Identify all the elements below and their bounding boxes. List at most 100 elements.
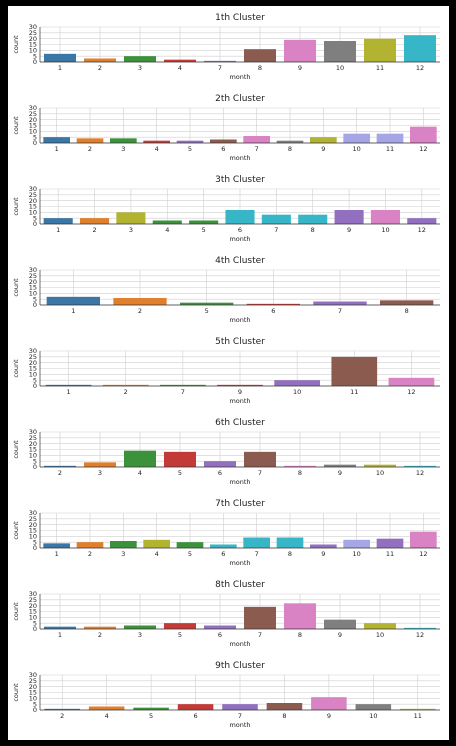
bar-month-10 [370,210,400,224]
y-tick-label: 5 [33,619,37,627]
x-tick-label: 9 [298,64,302,72]
bar-month-4 [164,59,196,62]
y-tick-label: 30 [29,671,37,679]
chart-title: 2th Cluster [215,94,265,104]
bar-month-2 [44,465,76,467]
bar-month-8 [244,49,276,62]
bar-month-7 [313,301,367,305]
x-tick-label: 1 [58,64,62,72]
y-tick-label: 5 [33,700,37,708]
y-tick-label: 10 [29,533,37,541]
x-tick-label: 1 [55,145,59,153]
bar-month-10 [343,133,370,143]
y-tick-label: 0 [33,139,37,147]
x-tick-label: 12 [416,469,424,477]
x-tick-label: 11 [350,388,358,396]
bar-month-10 [364,623,396,629]
y-axis-label: count [12,602,20,621]
y-tick-label: 30 [29,23,37,31]
bar-month-8 [266,703,303,710]
y-tick-label: 30 [29,509,37,517]
bar-month-10 [343,539,370,548]
y-tick-label: 25 [29,434,37,442]
y-tick-label: 0 [33,544,37,552]
x-tick-label: 9 [338,631,342,639]
x-tick-label: 4 [138,469,142,477]
bar-month-11 [376,538,404,548]
y-tick-label: 10 [29,47,37,55]
bar-month-7 [243,136,270,143]
y-tick-label: 20 [29,35,37,43]
y-tick-label: 30 [29,104,37,112]
x-tick-label: 1 [71,307,75,315]
bar-month-9 [324,464,356,467]
x-tick-label: 10 [353,550,361,558]
y-axis-label: count [12,521,20,540]
y-tick-label: 5 [33,214,37,222]
bar-month-1 [43,137,70,143]
y-tick-label: 25 [29,110,37,118]
y-tick-label: 20 [29,116,37,124]
x-tick-label: 3 [121,145,125,153]
bar-month-11 [331,356,378,386]
x-tick-label: 11 [386,145,394,153]
x-tick-label: 8 [288,145,292,153]
bar-month-1 [43,218,73,224]
bar-month-8 [284,603,316,629]
x-tick-label: 4 [165,226,169,234]
x-tick-label: 7 [338,307,342,315]
bar-month-12 [388,377,435,386]
bar-month-8 [284,465,316,467]
x-tick-label: 9 [347,226,351,234]
bar-month-2 [84,58,116,62]
bar-month-7 [243,537,270,548]
bar-month-10 [274,380,320,386]
bar-month-3 [84,462,116,467]
y-tick-label: 25 [29,191,37,199]
bar-month-9 [324,619,356,629]
y-tick-label: 25 [29,677,37,685]
x-tick-label: 4 [105,712,109,720]
bar-month-4 [88,706,125,710]
x-tick-label: 5 [202,226,206,234]
x-tick-label: 9 [321,145,325,153]
y-tick-label: 10 [29,209,37,217]
x-tick-label: 10 [376,631,384,639]
x-tick-label: 7 [181,388,185,396]
chart-title: 1th Cluster [215,13,265,23]
bar-month-3 [124,625,156,629]
x-tick-label: 2 [98,631,102,639]
y-tick-label: 25 [29,353,37,361]
x-tick-label: 1 [56,226,60,234]
y-tick-label: 20 [29,521,37,529]
x-tick-label: 8 [288,550,292,558]
bar-month-8 [298,214,328,224]
x-tick-label: 4 [155,550,159,558]
y-tick-label: 30 [29,590,37,598]
bar-month-2 [84,626,116,629]
bar-month-4 [152,220,182,224]
x-tick-label: 2 [58,469,62,477]
y-tick-label: 5 [33,52,37,60]
y-tick-label: 15 [29,608,37,616]
x-tick-label: 6 [221,145,225,153]
y-axis-label: count [12,116,20,135]
y-tick-label: 0 [33,220,37,228]
x-tick-label: 3 [98,469,102,477]
chart-title: 6th Cluster [215,418,265,428]
y-tick-label: 10 [29,695,37,703]
bar-month-3 [110,138,137,143]
bar-month-7 [261,214,291,224]
bar-month-4 [124,450,156,467]
x-tick-label: 7 [258,469,262,477]
x-tick-label: 12 [416,631,424,639]
bar-month-4 [143,539,170,548]
y-tick-label: 10 [29,614,37,622]
bar-month-9 [217,384,263,386]
x-tick-label: 12 [419,550,427,558]
y-tick-label: 5 [33,133,37,141]
bar-month-1 [45,384,92,386]
bar-month-12 [410,126,437,143]
y-tick-label: 20 [29,683,37,691]
